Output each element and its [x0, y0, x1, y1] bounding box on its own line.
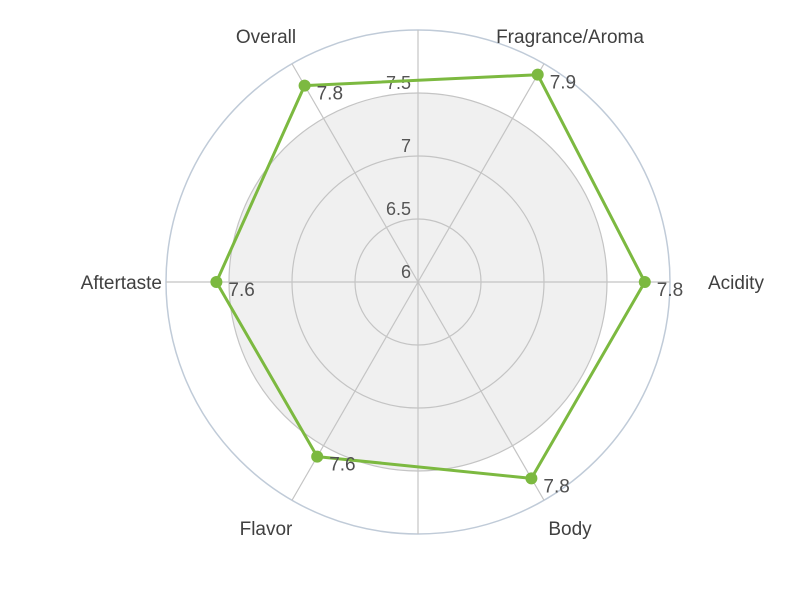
tick-labels: 6 6.5 7 7.5: [386, 73, 411, 282]
axis-label-5: Overall: [236, 27, 296, 48]
data-label-1: 7.8: [657, 280, 683, 301]
data-label-3: 7.6: [329, 455, 355, 476]
axis-line-0: [417, 63, 545, 283]
data-point-1: [638, 276, 651, 288]
data-label-0: 7.9: [550, 73, 576, 94]
axis-label-2: Body: [548, 519, 592, 540]
axis-labels: Fragrance/Aroma Acidity Body Flavor Aftertas…: [81, 27, 765, 540]
data-point-4: [210, 276, 223, 288]
tick-label: 6: [401, 262, 411, 282]
axis-line-5: [291, 63, 419, 283]
data-point-3: [311, 450, 324, 463]
data-label-4: 7.6: [228, 280, 254, 301]
tick-label: 6.5: [386, 199, 411, 219]
series-layer: 7.9 7.8 7.8 7.6 7.6 7.8: [210, 68, 683, 497]
data-point-5: [298, 79, 311, 92]
data-point-0: [531, 68, 544, 81]
axis-label-4: Aftertaste: [81, 273, 162, 294]
data-label-2: 7.8: [543, 476, 569, 497]
axis-label-0: Fragrance/Aroma: [496, 27, 644, 48]
data-point-2: [525, 472, 538, 485]
data-label-5: 7.8: [317, 84, 343, 105]
axis-lines: [166, 30, 670, 534]
axis-label-3: Flavor: [240, 519, 293, 540]
axis-label-1: Acidity: [708, 273, 764, 294]
plot-band: [229, 93, 607, 471]
axis-line-3: [291, 281, 419, 501]
axis-line-2: [417, 281, 545, 501]
tick-label: 7: [401, 136, 411, 156]
tick-label: 7.5: [386, 73, 411, 93]
